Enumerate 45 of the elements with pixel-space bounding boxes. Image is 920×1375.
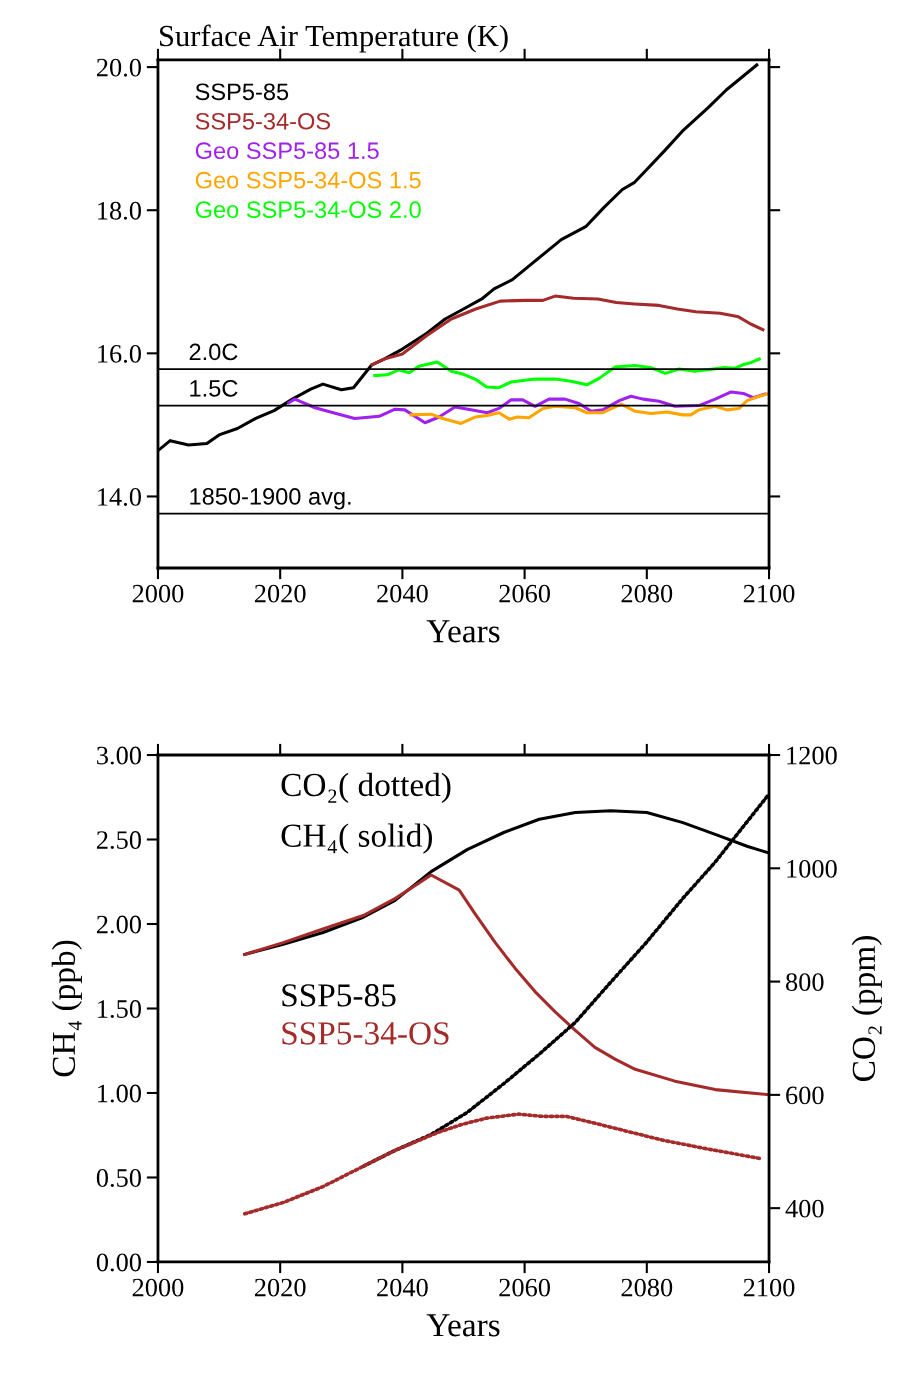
x-tick-label: 2040 bbox=[377, 1278, 428, 1297]
y-tick-label: 0.50 bbox=[96, 1169, 141, 1188]
x-tick-label: 2060 bbox=[499, 1278, 550, 1297]
x-axis-title: Years bbox=[426, 1314, 500, 1337]
ref-line-label: 1850-1900 avg. bbox=[190, 488, 351, 510]
text: Geo SSP5-34-OS 2.0 bbox=[195, 201, 421, 219]
x-tick-label: 2020 bbox=[254, 584, 306, 603]
y-tick-label: 1.50 bbox=[98, 1000, 141, 1019]
x-tick-label: 2040 bbox=[377, 584, 428, 603]
y2-tick-label: 1000 bbox=[787, 859, 837, 878]
y-tick-label: 14.0 bbox=[98, 488, 141, 506]
y2-tick-label: 600 bbox=[786, 1086, 824, 1105]
text: Geo SSP5-34-OS 1.5 bbox=[195, 171, 421, 189]
text: SSP5-34-OS bbox=[282, 1022, 449, 1045]
y-tick-label: 2.50 bbox=[96, 831, 141, 850]
series-label: SSP5-85 bbox=[282, 984, 396, 1007]
y-tick-label: 1.00 bbox=[98, 1084, 141, 1103]
y2-axis-title: CO₂ (ppm) bbox=[851, 936, 882, 1081]
y2-tick-label: 400 bbox=[785, 1199, 824, 1218]
x-tick-label: 2000 bbox=[132, 1278, 184, 1297]
y-tick-label: 2.00 bbox=[96, 915, 141, 934]
x-tick-label: 2100 bbox=[743, 584, 795, 603]
x-tick-label: 2020 bbox=[254, 1278, 306, 1297]
x-axis-title: Years bbox=[426, 620, 500, 643]
y-tick-label: 3.00 bbox=[97, 746, 141, 765]
y2-tick-label: 800 bbox=[786, 973, 824, 991]
y-tick-label: 18.0 bbox=[98, 201, 141, 220]
y-tick-label: 20.0 bbox=[96, 58, 141, 77]
y2-tick-label: 1200 bbox=[787, 746, 837, 765]
y-axis-title: CH₄ (ppb) bbox=[51, 940, 82, 1077]
ref-line-label: 2.0C bbox=[189, 343, 238, 361]
y-tick-label: 0.00 bbox=[96, 1253, 141, 1272]
x-tick-label: 2000 bbox=[132, 584, 184, 603]
text: Geo SSP5-85 1.5 bbox=[195, 142, 379, 160]
x-tick-label: 2080 bbox=[621, 584, 673, 603]
x-tick-label: 2080 bbox=[621, 1278, 673, 1297]
text: SSP5-34-OS bbox=[195, 112, 331, 130]
chart-title: Surface Air Temperature (K) bbox=[160, 24, 508, 53]
x-tick-label: 2100 bbox=[743, 1278, 795, 1297]
x-tick-label: 2060 bbox=[499, 584, 550, 603]
y-tick-label: 16.0 bbox=[98, 344, 141, 363]
ref-line-label: 1.5C bbox=[190, 380, 238, 397]
annotation: CO₂( dotted) bbox=[281, 772, 451, 803]
annotation: CH₄( solid) bbox=[281, 823, 432, 854]
legend-label: SSP5-85 bbox=[195, 83, 289, 101]
